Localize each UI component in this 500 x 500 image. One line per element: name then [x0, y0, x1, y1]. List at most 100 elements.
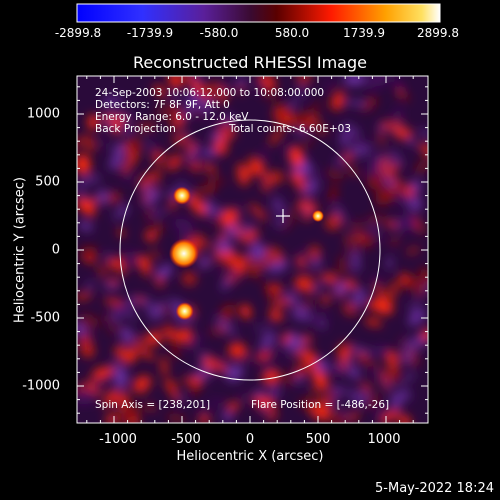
- texture-blob: [167, 412, 186, 423]
- texture-blob: [370, 366, 384, 384]
- energy-range-text: Energy Range: 6.0 - 12.0 keV: [95, 111, 249, 123]
- x-axis-label: Heliocentric X (arcsec): [176, 449, 324, 464]
- texture-blob: [403, 336, 421, 356]
- texture-blob: [240, 304, 251, 319]
- texture-blob: [385, 177, 395, 188]
- y-tick-label: 1000: [26, 106, 60, 122]
- detectors-text: Detectors: 7F 8F 9F, Att 0: [95, 99, 230, 111]
- texture-blob: [242, 354, 255, 363]
- texture-blob: [353, 137, 369, 149]
- texture-blob: [126, 150, 140, 162]
- texture-blob: [91, 379, 104, 393]
- texture-blob: [269, 372, 282, 384]
- solar-limb-circle: [119, 119, 381, 381]
- texture-blob: [408, 302, 417, 316]
- texture-blob: [311, 257, 322, 269]
- texture-blob: [167, 154, 182, 171]
- texture-blob: [233, 254, 248, 277]
- texture-blob: [203, 163, 217, 173]
- texture-blob: [394, 218, 400, 233]
- texture-blob: [347, 366, 361, 380]
- texture-blob: [201, 363, 209, 373]
- texture-blob: [208, 326, 215, 336]
- texture-blob: [317, 123, 327, 136]
- colorbar-tick-label: -2899.8: [54, 26, 102, 40]
- texture-blob: [230, 269, 240, 281]
- texture-blob: [171, 110, 183, 129]
- colorbar: [76, 3, 441, 23]
- texture-blob: [362, 228, 379, 237]
- texture-blob: [364, 318, 383, 327]
- texture-blob: [83, 134, 96, 153]
- texture-blob: [199, 256, 211, 269]
- texture-blob: [228, 401, 239, 412]
- texture-blob: [305, 187, 317, 198]
- texture-blob: [98, 136, 109, 149]
- texture-blob: [308, 403, 316, 411]
- texture-blob: [381, 168, 397, 182]
- texture-blob: [96, 189, 110, 205]
- texture-blob: [209, 132, 223, 143]
- texture-blob: [250, 272, 262, 281]
- texture-blob: [271, 196, 286, 217]
- texture-blob: [386, 255, 393, 270]
- texture-blob: [386, 350, 399, 369]
- emission-source: [173, 186, 191, 205]
- texture-blob: [407, 136, 415, 147]
- texture-blob: [77, 154, 91, 175]
- texture-blob: [219, 86, 228, 105]
- texture-blob: [214, 138, 228, 156]
- texture-blob: [342, 123, 352, 131]
- texture-blob: [360, 96, 378, 111]
- texture-blob: [266, 289, 280, 298]
- emission-source: [312, 210, 324, 222]
- texture-blob: [142, 138, 157, 154]
- plot-title: Reconstructed RHESSI Image: [133, 53, 367, 72]
- texture-blob: [260, 149, 267, 161]
- texture-blob: [134, 338, 157, 345]
- texture-blob: [118, 390, 129, 413]
- texture-blob: [186, 334, 202, 351]
- texture-blob: [341, 348, 348, 371]
- texture-blob: [412, 272, 428, 290]
- texture-blob: [105, 413, 119, 423]
- texture-blob: [117, 266, 128, 275]
- texture-blob: [135, 344, 155, 360]
- texture-blob: [92, 174, 99, 183]
- texture-blob: [343, 76, 367, 86]
- texture-blob: [106, 324, 124, 334]
- texture-blob: [240, 229, 260, 244]
- texture-blob: [101, 94, 124, 108]
- texture-blob: [109, 152, 124, 170]
- texture-blob: [196, 184, 204, 196]
- texture-blob: [371, 76, 392, 86]
- texture-blob: [262, 171, 285, 185]
- texture-blob: [165, 328, 175, 340]
- texture-blob: [351, 345, 366, 355]
- texture-blob: [372, 283, 385, 294]
- texture-blob: [365, 360, 378, 368]
- texture-blob: [410, 179, 422, 193]
- texture-blob: [146, 403, 156, 411]
- texture-blob: [364, 349, 378, 356]
- x-tick-label: 500: [305, 432, 331, 447]
- method-text: Back Projection: [95, 123, 176, 135]
- texture-blob: [235, 223, 242, 238]
- texture-blob: [135, 124, 157, 129]
- texture-blob: [251, 79, 267, 93]
- texture-blob: [225, 215, 238, 223]
- texture-blob: [410, 203, 422, 212]
- texture-blob: [178, 395, 187, 403]
- texture-blob: [413, 158, 428, 174]
- texture-blob: [172, 92, 181, 102]
- texture-blob: [203, 147, 218, 157]
- texture-blob: [142, 375, 153, 387]
- texture-blob: [77, 197, 96, 217]
- texture-blob: [290, 115, 315, 131]
- texture-blob: [344, 99, 369, 107]
- texture-blob: [200, 404, 210, 416]
- texture-blob: [297, 200, 318, 214]
- texture-blob: [281, 214, 296, 232]
